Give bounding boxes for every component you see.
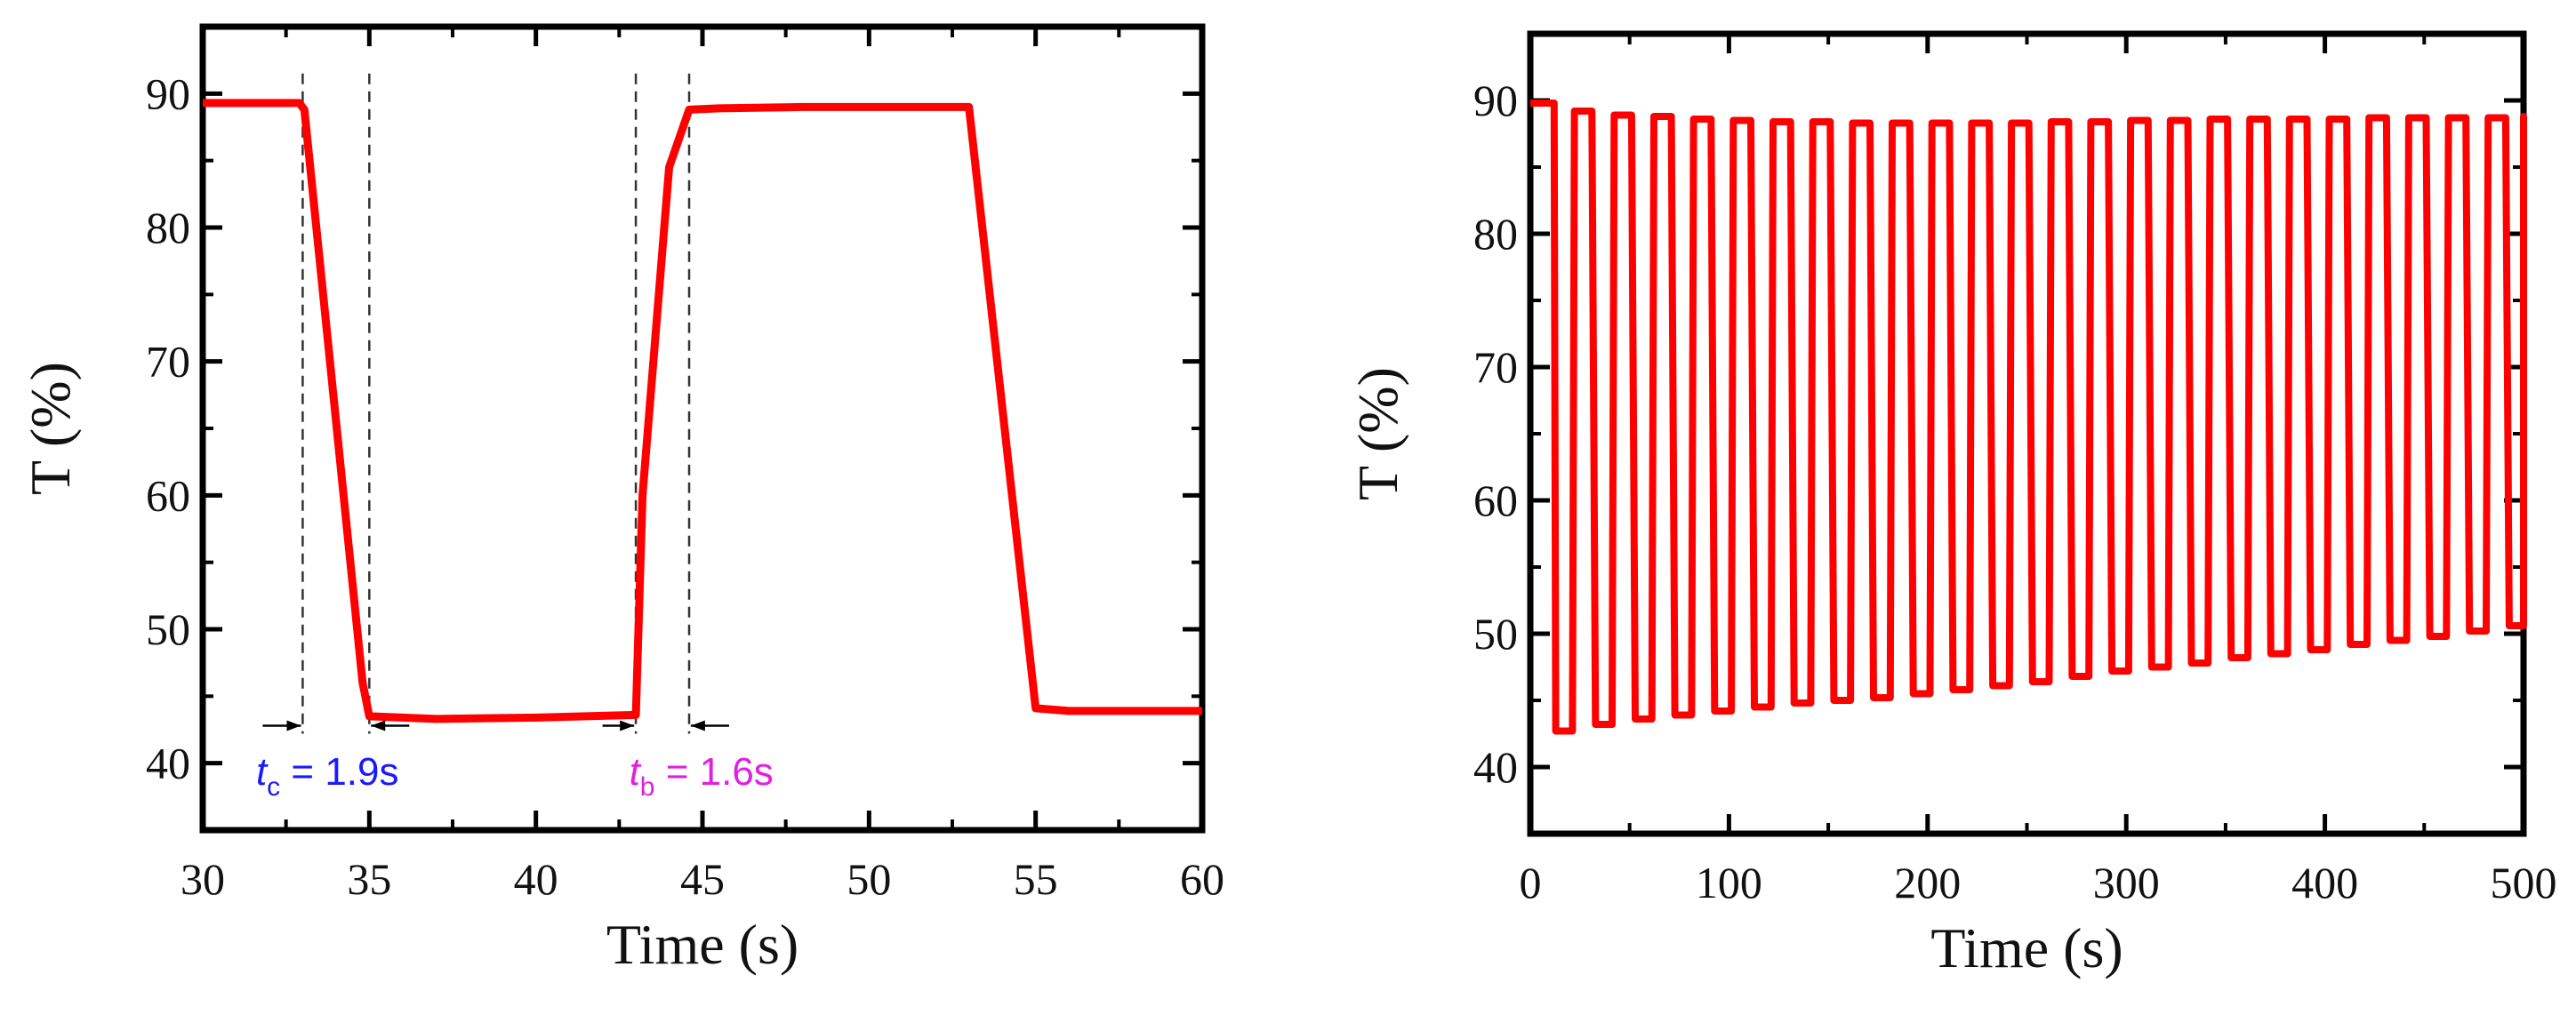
y-tick-label: 60	[1473, 476, 1518, 525]
x-tick-label: 55	[1014, 854, 1058, 904]
y-tick-label: 80	[1473, 209, 1518, 259]
time-arrow-head	[286, 720, 301, 731]
y-tick-label: 50	[1473, 609, 1518, 659]
time-arrow-head	[371, 720, 386, 731]
y-tick-label: 90	[146, 68, 190, 118]
annotation-subscript: c	[267, 772, 280, 802]
transmittance-zoom-chart: 30 35 40 45 50 55 60 40 50 60 70 80 90 Time (s) T (%) t…	[19, 23, 1224, 976]
x-tick-label: 60	[1180, 854, 1224, 904]
y-tick-label: 70	[1473, 342, 1518, 392]
y-tick-label: 80	[146, 203, 190, 252]
x-tick-label: 200	[1894, 858, 1961, 907]
x-tick-label: 30	[181, 854, 225, 904]
x-axis-label: Time (s)	[1930, 916, 2123, 979]
x-axis-label: Time (s)	[606, 913, 798, 976]
y-axis-label: T (%)	[19, 362, 82, 495]
y-tick-label: 60	[146, 470, 190, 520]
cycling-transmittance-line	[1530, 100, 2527, 735]
time-arrow-head	[620, 720, 635, 731]
y-tick-label: 40	[1473, 742, 1518, 792]
transmittance-cycling-chart: 0 100 200 300 400 500 40 50 60 70 80 90 Time (s) T (%…	[1346, 30, 2557, 979]
time-annotation: tb = 1.6s	[630, 750, 774, 802]
y-tick-label: 40	[146, 739, 190, 788]
x-tick-label: 35	[347, 854, 391, 904]
x-tick-label: 50	[847, 854, 891, 904]
annotation-value: = 1.9s	[280, 750, 398, 794]
time-arrow-head	[690, 720, 705, 731]
annotation-value: = 1.6s	[654, 750, 773, 794]
x-tick-label: 400	[2291, 858, 2358, 907]
y-tick-label: 70	[146, 337, 190, 387]
transmittance-line	[203, 99, 1202, 723]
annotation-subscript: b	[640, 772, 655, 802]
annotation-symbol: t	[256, 750, 269, 794]
x-tick-label: 45	[680, 854, 725, 904]
x-tick-label: 100	[1696, 858, 1762, 907]
y-tick-label: 90	[1473, 76, 1518, 125]
x-tick-label: 0	[1520, 858, 1542, 907]
annotation-symbol: t	[630, 750, 642, 794]
x-tick-label: 500	[2491, 858, 2557, 907]
y-tick-label: 50	[146, 604, 190, 654]
x-tick-label: 40	[514, 854, 558, 904]
y-axis-label: T (%)	[1346, 367, 1409, 500]
time-annotation: tc = 1.9s	[256, 750, 399, 802]
x-tick-label: 300	[2093, 858, 2160, 907]
